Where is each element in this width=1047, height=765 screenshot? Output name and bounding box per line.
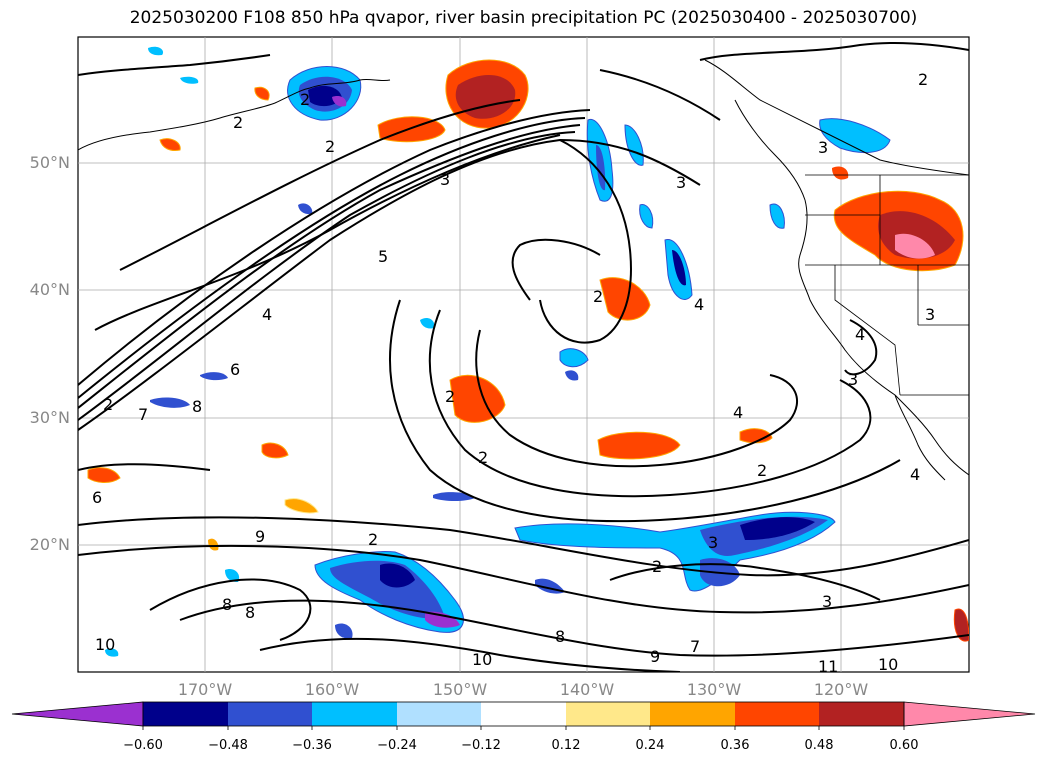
graticule <box>78 37 969 672</box>
contour-label: 10 <box>878 655 898 674</box>
lat-label: 40°N <box>29 280 70 299</box>
colorbar-tick-label: 0.12 <box>551 738 581 753</box>
lon-label: 140°W <box>559 680 615 699</box>
qvapor-contours <box>78 41 969 672</box>
contour-label: 10 <box>472 650 492 669</box>
contour-label: 2 <box>445 387 455 406</box>
contour-label: 4 <box>262 305 272 324</box>
contour-label: 3 <box>822 592 832 611</box>
lat-label: 30°N <box>29 408 70 427</box>
colorbar-tick-label: −0.36 <box>292 738 332 753</box>
contour-label: 7 <box>690 637 700 656</box>
contour-label: 2 <box>325 137 335 156</box>
colorbar-tick-label: −0.48 <box>208 738 248 753</box>
contour-label: 3 <box>708 533 718 552</box>
contour-label: 2 <box>300 90 310 109</box>
contour-label: 8 <box>192 397 202 416</box>
contour-label: 3 <box>818 138 828 157</box>
contour-labels: 3 5 4 6 8 2 6 9 8 10 10 8 9 7 2 3 3 11 1… <box>92 70 935 676</box>
contour-label: 11 <box>818 657 838 676</box>
colorbar-tick-label: 0.48 <box>804 738 834 753</box>
lon-label: 150°W <box>432 680 488 699</box>
contour-label: 2 <box>103 395 113 414</box>
colorbar-tick-label: 0.24 <box>635 738 665 753</box>
contour-label: 10 <box>95 635 115 654</box>
colorbar-tick-label: 0.36 <box>720 738 750 753</box>
contour-label: 4 <box>910 465 920 484</box>
contour-label: 2 <box>368 530 378 549</box>
positive-anomaly-patches <box>87 59 969 642</box>
lon-label: 160°W <box>304 680 360 699</box>
contour-label: 4 <box>855 325 865 344</box>
lat-label: 50°N <box>29 153 70 172</box>
boundaries <box>805 174 969 396</box>
contour-label: 3 <box>848 370 858 389</box>
contour-label: 6 <box>230 360 240 379</box>
lon-label: 170°W <box>177 680 233 699</box>
contour-label: 3 <box>925 305 935 324</box>
colorbar-tick-label: −0.60 <box>123 738 163 753</box>
lon-label: 120°W <box>813 680 869 699</box>
contour-label: 4 <box>694 295 704 314</box>
contour-label: 2 <box>918 70 928 89</box>
contour-label: 7 <box>138 405 148 424</box>
contour-label: 2 <box>593 287 603 306</box>
contour-label: 8 <box>222 595 232 614</box>
map-title: 2025030200 F108 850 hPa qvapor, river ba… <box>129 8 918 28</box>
contour-label: 2 <box>478 448 488 467</box>
contour-label: 2 <box>652 557 662 576</box>
colorbar-tick-label: 0.60 <box>889 738 919 753</box>
colorbar-max-extend <box>903 701 1036 727</box>
contour-label: 3 <box>440 170 450 189</box>
colorbar-tick-label: −0.12 <box>461 738 501 753</box>
contour-label: 9 <box>650 647 660 666</box>
lon-label: 130°W <box>686 680 742 699</box>
contour-label: 9 <box>255 527 265 546</box>
lat-label: 20°N <box>29 535 70 554</box>
colorbar <box>11 701 1036 730</box>
contour-label: 8 <box>555 627 565 646</box>
contour-label: 5 <box>378 247 388 266</box>
colorbar-min-extend <box>11 701 144 727</box>
map-frame <box>77 36 970 673</box>
contour-label: 6 <box>92 488 102 507</box>
contour-label: 2 <box>233 113 243 132</box>
coastlines <box>78 59 969 481</box>
contour-label: 4 <box>733 403 743 422</box>
contour-label: 2 <box>757 461 767 480</box>
contour-label: 8 <box>245 603 255 622</box>
colorbar-tick-label: −0.24 <box>377 738 417 753</box>
contour-label: 3 <box>676 173 686 192</box>
